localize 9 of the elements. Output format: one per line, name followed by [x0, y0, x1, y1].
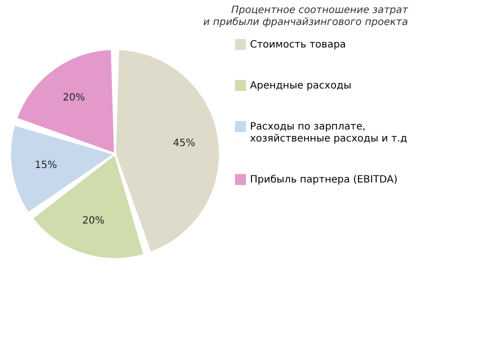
data-label: 20%	[82, 216, 104, 227]
data-label: 20%	[62, 92, 85, 104]
data-label: 45%	[173, 138, 196, 150]
legend-label: Стоимость товара	[250, 40, 346, 50]
chart-title: Процентное соотношение затрат и прибыли франчайзингового проекта	[203, 5, 410, 28]
data-label: 15%	[34, 160, 57, 171]
legend-label: Арендные расходы	[250, 80, 352, 92]
legend-label: Прибыль партнера (EBITDA)	[250, 174, 398, 186]
legend-label: Расходы по зарплате, хозяйственные расходы и т.д	[250, 122, 408, 144]
